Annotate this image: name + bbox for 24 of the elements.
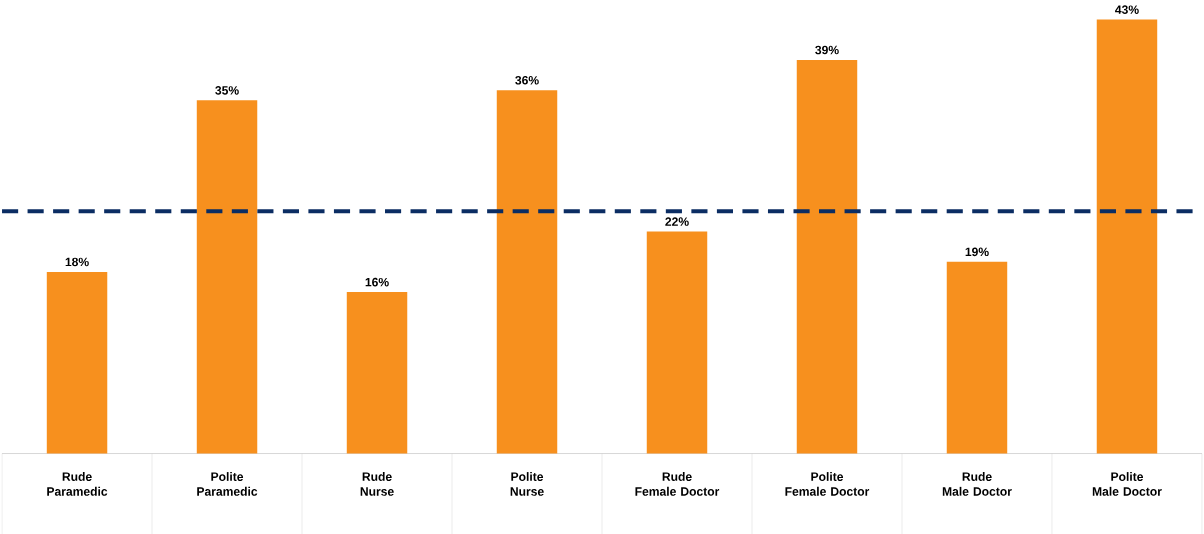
bar bbox=[646, 231, 708, 454]
data-label: 19% bbox=[965, 247, 989, 257]
bar bbox=[346, 291, 408, 454]
x-tick-label: Rude Female Doctor bbox=[635, 471, 720, 496]
data-label: 43% bbox=[1115, 5, 1139, 14]
x-tick-label: Rude Paramedic bbox=[47, 471, 108, 496]
x-tick-label: Polite Nurse bbox=[510, 471, 544, 496]
data-label: 16% bbox=[365, 277, 389, 287]
x-tick-label: Rude Male Doctor bbox=[942, 471, 1012, 496]
data-label: 22% bbox=[665, 217, 689, 226]
bar bbox=[946, 261, 1008, 454]
data-label: 35% bbox=[215, 85, 239, 95]
x-tick-label: Polite Male Doctor bbox=[1092, 471, 1162, 496]
data-label: 39% bbox=[815, 45, 839, 55]
bar bbox=[496, 90, 558, 454]
x-tick-label: Polite Paramedic bbox=[197, 471, 258, 496]
bar bbox=[1096, 19, 1158, 454]
x-tick-label: Polite Female Doctor bbox=[785, 471, 870, 496]
x-tick-label: Rude Nurse bbox=[360, 471, 394, 496]
data-label: 36% bbox=[515, 75, 539, 85]
bar bbox=[796, 59, 858, 454]
bar bbox=[196, 100, 258, 454]
bar bbox=[46, 271, 108, 454]
data-label: 18% bbox=[65, 257, 89, 267]
